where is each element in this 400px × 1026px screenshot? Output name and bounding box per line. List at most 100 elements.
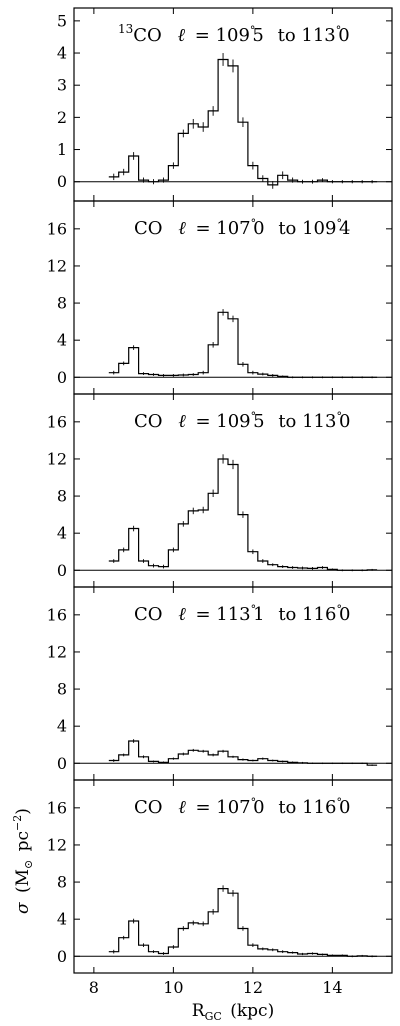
y-tick-label: 1 [57, 140, 67, 159]
l-end-int: 116 [302, 604, 336, 625]
y-tick-label: 0 [57, 172, 67, 191]
molecule-label: CO [134, 218, 163, 239]
to-word: to [272, 25, 302, 46]
l-end-frac: 0 [339, 797, 350, 818]
panel-label: CO ℓ = 109°5 to 113°0 [134, 410, 350, 432]
y-tick-label: 0 [57, 947, 67, 966]
longitude-symbol: ℓ [173, 411, 187, 432]
ylabel-sigma: σ [13, 902, 33, 914]
y-axis-label: σ (M⊙ pc−2) [11, 808, 35, 914]
panel-label: CO ℓ = 107°0 to 116°0 [134, 796, 350, 818]
l-end-degree: ° [336, 24, 342, 37]
xlabel-unit: (kpc) [225, 1001, 274, 1021]
y-tick-label: 8 [57, 873, 67, 892]
l-end-frac: 0 [338, 25, 349, 46]
l-start-degree: ° [250, 24, 256, 37]
panel-frame [73, 779, 393, 974]
panel-label: CO ℓ = 107°0 to 109°4 [134, 217, 350, 239]
l-start-degree: ° [251, 603, 257, 616]
l-start-int: 109 [216, 411, 250, 432]
x-axis-label: RGC (kpc) [192, 1001, 274, 1023]
y-tick-label: 16 [47, 219, 67, 238]
l-start-int: 107 [216, 218, 250, 239]
to-word: to [273, 218, 303, 239]
y-tick-label: 0 [57, 368, 67, 387]
panel-label: 13CO ℓ = 109°5 to 113°0 [118, 22, 350, 46]
to-word: to [273, 411, 303, 432]
ylabel-sun-subscript: ⊙ [22, 860, 35, 869]
l-end-int: 109 [302, 218, 336, 239]
y-tick-label: 4 [57, 44, 67, 63]
panel-2: 0 4 8 12 16 CO ℓ = 107°0 to 109°4 [47, 200, 393, 395]
ylabel-close: ) [13, 808, 33, 815]
l-start-int: 113 [216, 604, 250, 625]
xlabel-main: R [192, 1001, 206, 1021]
l-end-frac: 0 [339, 604, 350, 625]
l-start-frac: 0 [253, 218, 264, 239]
l-start-int: 107 [216, 797, 250, 818]
y-tick-label: 4 [57, 717, 67, 736]
l-start-frac: 0 [253, 797, 264, 818]
l-end-int: 113 [301, 25, 335, 46]
l-end-int: 116 [302, 797, 336, 818]
series-step [108, 740, 378, 766]
y-tick-label: 8 [57, 294, 67, 313]
y-tick-label: 5 [57, 11, 67, 30]
y-tick-label: 16 [47, 798, 67, 817]
y-tick-label: 8 [57, 487, 67, 506]
y-tick-label: 8 [57, 680, 67, 699]
molecule-label: CO [134, 797, 163, 818]
x-tick-label: 8 [89, 978, 99, 997]
l-start-degree: ° [251, 796, 257, 809]
l-start-frac: 5 [253, 411, 264, 432]
ylabel-exponent: −2 [11, 815, 24, 831]
x-tick-label: 12 [243, 978, 263, 997]
y-tick-label: 12 [47, 256, 67, 275]
y-tick-label: 4 [57, 331, 67, 350]
series-step [108, 58, 378, 186]
l-start-degree: ° [251, 217, 257, 230]
l-end-degree: ° [336, 796, 342, 809]
longitude-symbol: ℓ [173, 604, 187, 625]
y-tick-label: 0 [57, 561, 67, 580]
y-tick-label: 4 [57, 910, 67, 929]
equals-sign: = [189, 25, 216, 46]
l-start-frac: 5 [252, 25, 263, 46]
y-tick-label: 12 [47, 835, 67, 854]
y-tick-label: 0 [57, 754, 67, 773]
panel-label: CO ℓ = 113°1 to 116°0 [134, 603, 350, 625]
equals-sign: = [190, 411, 217, 432]
equals-sign: = [190, 797, 217, 818]
y-tick-label: 16 [47, 605, 67, 624]
longitude-symbol: ℓ [172, 25, 186, 46]
l-start-degree: ° [251, 410, 257, 423]
ylabel-unit: pc [13, 831, 33, 857]
y-tick-label: 2 [57, 108, 67, 127]
l-start-int: 109 [216, 25, 250, 46]
longitude-symbol: ℓ [173, 797, 187, 818]
equals-sign: = [190, 604, 217, 625]
ylabel-open: (M [13, 869, 33, 898]
l-end-degree: ° [336, 410, 342, 423]
l-end-degree: ° [336, 217, 342, 230]
y-tick-label: 16 [47, 412, 67, 431]
to-word: to [273, 604, 303, 625]
series-step [108, 888, 378, 957]
xlabel-subscript: GC [205, 1010, 222, 1023]
longitude-symbol: ℓ [173, 218, 187, 239]
x-tick-label: 10 [163, 978, 183, 997]
l-end-frac: 4 [339, 218, 350, 239]
series-step [108, 311, 378, 378]
y-tick-label: 3 [57, 76, 67, 95]
to-word: to [273, 797, 303, 818]
y-tick-label: 12 [47, 642, 67, 661]
y-tick-label: 4 [57, 524, 67, 543]
l-start-frac: 1 [253, 604, 264, 625]
l-end-frac: 0 [339, 411, 350, 432]
x-tick-label: 14 [322, 978, 342, 997]
